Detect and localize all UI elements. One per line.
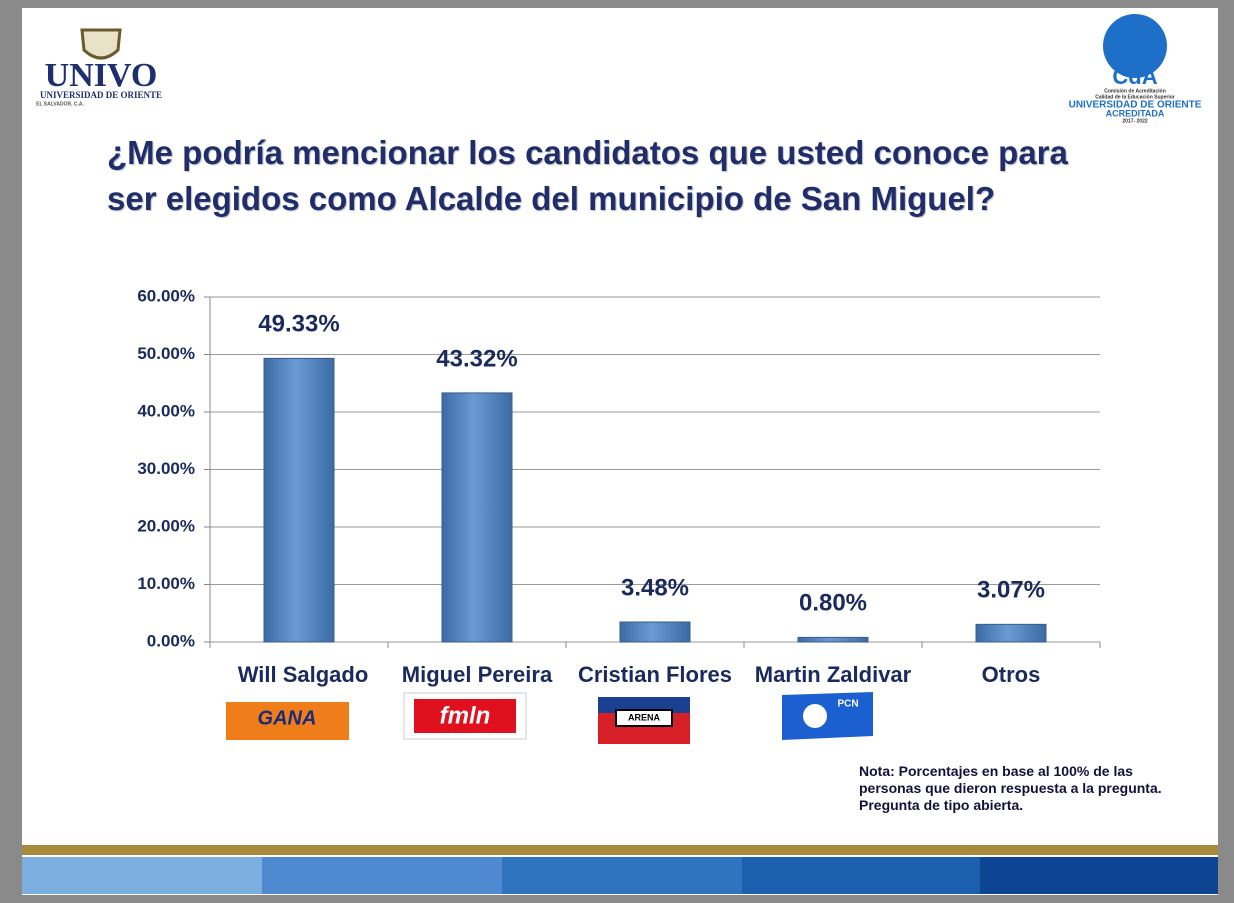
value-label: 3.07% xyxy=(977,577,1045,604)
party-logo-bg xyxy=(414,699,516,733)
party-logo-text: PCN xyxy=(837,699,858,710)
cda-status: ACREDITADA xyxy=(1106,108,1165,118)
x-tick-label: Miguel Pereira xyxy=(402,662,553,687)
y-tick-label: 0.00% xyxy=(147,631,195,650)
univo-crest xyxy=(80,28,122,60)
bar xyxy=(797,636,869,643)
value-label: 43.32% xyxy=(436,345,517,372)
y-tick-label: 50.00% xyxy=(137,344,195,363)
chart-title: ¿Me podría mencionar los candidatos que … xyxy=(107,130,1068,222)
party-logo-text: ARENA xyxy=(628,712,661,722)
party-logo-cross xyxy=(615,709,673,727)
x-tick-label: Otros xyxy=(982,662,1041,687)
bar xyxy=(619,621,691,643)
value-label: 49.33% xyxy=(258,311,339,338)
slide xyxy=(22,8,1218,895)
note: Nota: Porcentajes en base al 100% de las… xyxy=(859,763,1162,813)
bar xyxy=(975,623,1047,643)
x-tick-label: Martin Zaldivar xyxy=(755,662,912,687)
y-tick-label: 10.00% xyxy=(137,574,195,593)
cda-line: Calidad de la Educación Superior xyxy=(1095,94,1175,100)
party-logo xyxy=(782,692,873,740)
band xyxy=(262,857,502,894)
bar xyxy=(263,357,335,643)
univo-sub: UNIVERSIDAD DE ORIENTE xyxy=(40,90,162,100)
title-line: ¿Me podría mencionar los candidatos que … xyxy=(107,134,1068,171)
y-tick-label: 60.00% xyxy=(137,286,195,305)
x-tick-label: Cristian Flores xyxy=(578,662,732,687)
cda-line: Comisión de Acreditación xyxy=(1104,88,1166,94)
bar xyxy=(441,392,513,643)
cda-years: 2017- 2022 xyxy=(1122,118,1148,124)
band xyxy=(742,857,980,894)
cda-univ: UNIVERSIDAD DE ORIENTE xyxy=(1069,100,1202,111)
y-tick-label: 30.00% xyxy=(137,459,195,478)
univo-name: UNIVO xyxy=(45,57,158,94)
value-label: 3.48% xyxy=(621,574,689,601)
band xyxy=(980,857,1218,894)
band xyxy=(22,857,262,894)
cda-name: CdA xyxy=(1112,64,1157,89)
value-label: 0.80% xyxy=(799,590,867,617)
party-logo-text: fmln xyxy=(440,702,491,729)
party-logo-text: GANA xyxy=(258,707,317,729)
party-logo xyxy=(226,702,349,740)
x-tick-label: Will Salgado xyxy=(238,662,369,687)
y-tick-label: 40.00% xyxy=(137,401,195,420)
gold-band xyxy=(22,845,1218,855)
cda-circle xyxy=(1103,14,1167,78)
band xyxy=(502,857,742,894)
univo-country: EL SALVADOR, C.A. xyxy=(36,101,84,107)
y-tick-label: 20.00% xyxy=(137,516,195,535)
title-line: ser elegidos como Alcalde del municipio … xyxy=(107,180,996,217)
party-logo-emblem xyxy=(803,704,827,728)
